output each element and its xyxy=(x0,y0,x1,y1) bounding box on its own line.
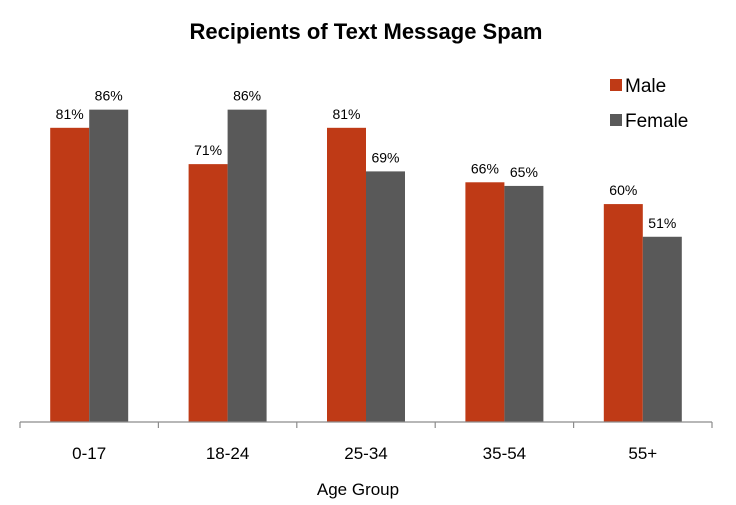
data-label-male-25-34: 81% xyxy=(332,106,360,122)
data-label-male-55+: 60% xyxy=(609,182,637,198)
x-tick-label-0-17: 0-17 xyxy=(72,444,106,463)
data-label-female-0-17: 86% xyxy=(95,88,123,104)
bar-female-0-17 xyxy=(89,109,129,422)
legend-label-female: Female xyxy=(625,111,688,132)
x-tick-label-18-24: 18-24 xyxy=(206,444,249,463)
data-label-male-35-54: 66% xyxy=(471,160,499,176)
data-labels-group: 81% 86% 71% 86% 81% 69% 66% 65% 60% 51% xyxy=(56,88,677,231)
bar-male-18-24 xyxy=(188,164,228,423)
legend-label-male: Male xyxy=(625,76,666,97)
data-label-female-25-34: 69% xyxy=(371,149,399,165)
bar-male-55+ xyxy=(603,204,643,422)
legend-swatch-female xyxy=(610,114,622,126)
data-label-male-0-17: 81% xyxy=(56,106,84,122)
data-label-female-55+: 51% xyxy=(648,215,676,231)
x-axis-label: Age Group xyxy=(317,480,399,499)
data-label-female-18-24: 86% xyxy=(233,88,261,104)
legend: Male Female xyxy=(610,76,688,132)
data-label-female-35-54: 65% xyxy=(510,164,538,180)
bar-male-35-54 xyxy=(465,182,505,422)
data-label-male-18-24: 71% xyxy=(194,142,222,158)
x-tick-label-55+: 55+ xyxy=(628,444,657,463)
chart-title: Recipients of Text Message Spam xyxy=(190,19,543,44)
legend-swatch-male xyxy=(610,79,622,91)
bar-female-35-54 xyxy=(504,185,544,422)
bar-male-0-17 xyxy=(50,127,90,423)
bar-female-18-24 xyxy=(227,109,267,422)
bars-group xyxy=(50,109,682,423)
bar-male-25-34 xyxy=(327,127,366,423)
bar-female-55+ xyxy=(642,236,682,422)
x-tick-label-25-34: 25-34 xyxy=(344,444,387,463)
x-axis-ticks xyxy=(19,422,713,428)
x-axis-tick-labels: 0-17 18-24 25-34 35-54 55+ xyxy=(72,444,657,463)
bar-female-25-34 xyxy=(366,171,405,422)
x-tick-label-35-54: 35-54 xyxy=(483,444,526,463)
